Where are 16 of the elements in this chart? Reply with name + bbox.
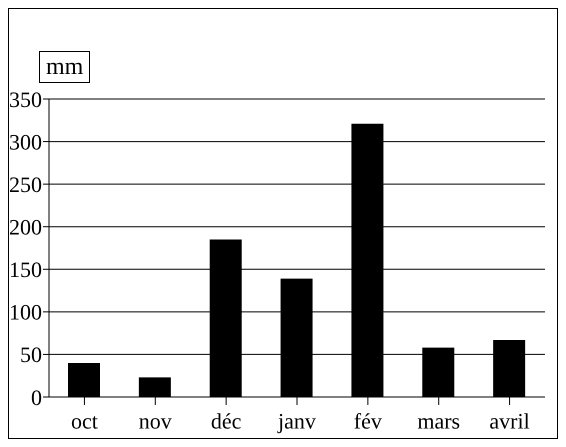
- x-tick-label: fév: [354, 408, 382, 434]
- y-tick-label: 200: [9, 214, 42, 240]
- y-axis-title: mm: [39, 51, 90, 83]
- x-tick-label: avril: [489, 408, 530, 434]
- x-tick-label: janv: [277, 408, 316, 434]
- y-tick-label: 300: [9, 129, 42, 154]
- y-tick-label: 50: [20, 342, 42, 368]
- y-tick-label: 150: [9, 257, 42, 282]
- x-tick-label: déc: [210, 408, 242, 434]
- y-tick-label: 100: [9, 300, 42, 325]
- y-tick-label: 250: [9, 172, 42, 197]
- y-tick-label: 350: [9, 86, 42, 112]
- x-tick-label: mars: [417, 408, 460, 434]
- y-tick-label: 0: [31, 384, 42, 410]
- x-tick-label: oct: [70, 408, 98, 434]
- x-tick-label: nov: [138, 408, 172, 434]
